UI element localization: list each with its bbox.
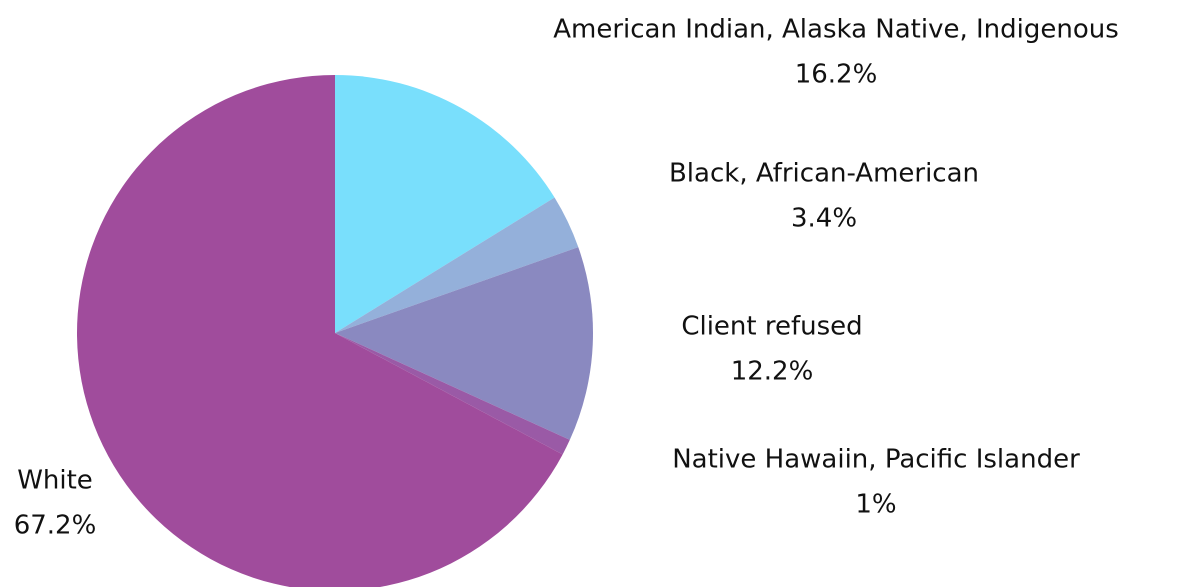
slice-label: American Indian, Alaska Native, Indigeno… — [553, 15, 1119, 45]
slice-label: Client refused — [681, 312, 862, 342]
pie-slice — [335, 75, 555, 333]
slice-value-label: 67.2% — [14, 511, 97, 541]
slice-value-label: 16.2% — [795, 60, 878, 90]
pie-slice — [335, 333, 570, 455]
slice-label: Black, African-American — [669, 159, 979, 189]
slice-label: Native Hawaiin, Pacific Islander — [672, 445, 1080, 475]
slice-value-label: 3.4% — [791, 204, 857, 234]
slice-value-label: 1% — [855, 490, 896, 520]
slice-label: White — [17, 466, 93, 496]
pie-slice — [335, 197, 579, 333]
pie-slice — [77, 75, 563, 587]
pie-slice — [335, 247, 593, 440]
slice-value-label: 12.2% — [731, 357, 814, 387]
